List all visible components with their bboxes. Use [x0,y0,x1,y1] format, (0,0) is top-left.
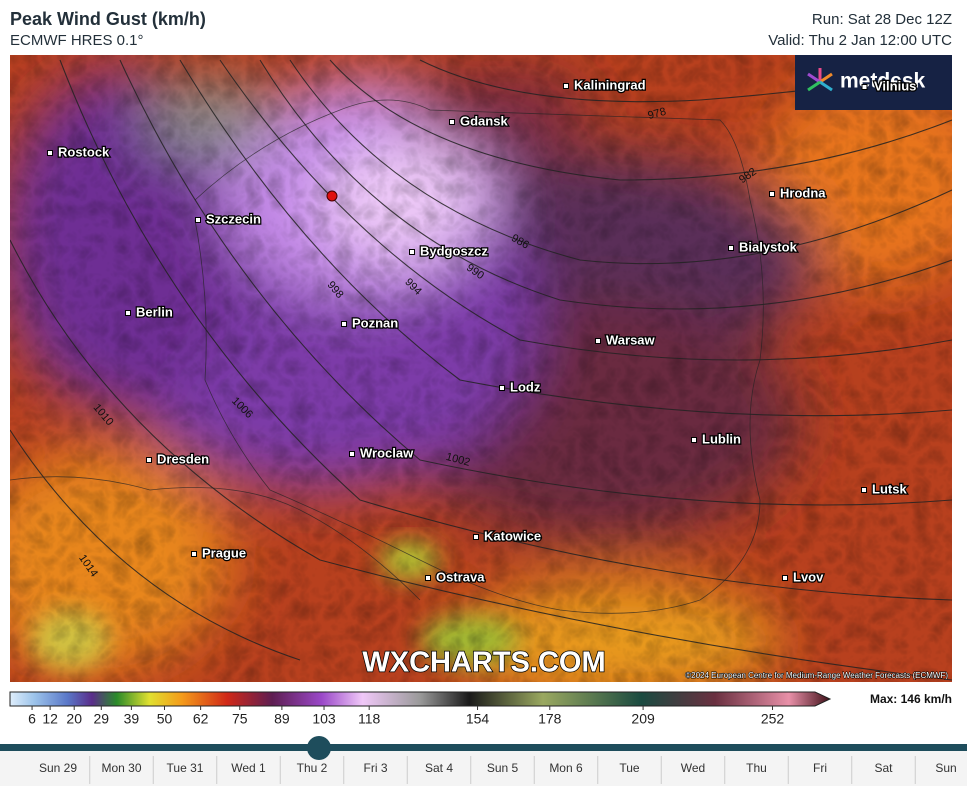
day-label[interactable]: Sat 4 [425,761,453,775]
day-label[interactable]: Mon 6 [549,761,583,775]
city-label: Bialystok [739,239,798,254]
timeline-track [0,744,967,751]
isobar-label: 978 [647,106,668,122]
run-time: Run: Sat 28 Dec 12Z [812,11,952,28]
city-label: Hrodna [780,185,826,200]
max-value: Max: 146 km/h [870,692,952,706]
city-marker [563,83,569,89]
watermark: WXCHARTS.COM [362,647,605,679]
city-label: Lublin [702,431,741,446]
day-label[interactable]: Sun 29 [39,761,77,775]
timeline-days: Sun 29 Mon 30 Tue 31 Wed 1 Thu 2 Fri 3 Sat 4 Su… [39,756,957,784]
legend-tick-label: 103 [312,711,336,727]
city-label: Lutsk [872,481,907,496]
legend-tick-label: 154 [466,711,490,727]
day-label[interactable]: Sun 5 [487,761,519,775]
valid-time: Valid: Thu 2 Jan 12:00 UTC [768,32,952,49]
city-marker [125,310,131,316]
subtitle: ECMWF HRES 0.1° [10,32,144,49]
legend-tick-label: 20 [66,711,82,727]
city-marker [691,437,697,443]
day-label[interactable]: Sat [874,761,893,775]
day-label[interactable]: Fri 3 [364,761,388,775]
city-marker [191,551,197,557]
city-label: Gdansk [460,113,508,128]
colorbar [9,691,832,707]
logo: metdesk [840,70,926,93]
legend-tick-label: 89 [274,711,290,727]
city-label: Poznan [352,315,398,330]
city-marker [409,249,415,255]
day-label[interactable]: Wed [681,761,705,775]
city-label: Warsaw [606,332,656,347]
day-label[interactable]: Mon 30 [101,761,141,775]
legend-tick-label: 50 [157,711,173,727]
city-marker [341,321,347,327]
city-label: Lvov [793,569,824,584]
legend-tick-label: 6 [28,711,36,727]
borders [10,99,764,614]
city-marker [499,385,505,391]
location-marker [326,190,338,202]
city-label: Wroclaw [360,445,414,460]
city-marker [195,217,201,223]
day-label[interactable]: Sun [935,761,956,775]
legend-tick-label: 209 [631,711,655,727]
city-marker [769,191,775,197]
day-label[interactable]: Thu [746,761,767,775]
city-label: Ostrava [436,569,485,584]
legend-tick-label: 178 [538,711,562,727]
city-label: Prague [202,545,246,560]
city-marker [728,245,734,251]
day-label[interactable]: Tue [619,761,640,775]
legend-tick-label: 252 [761,711,785,727]
day-label[interactable]: Thu 2 [297,761,328,775]
city-marker [146,457,152,463]
legend-tick-label: 62 [193,711,209,727]
legend-tick-label: 39 [124,711,140,727]
day-label[interactable]: Wed 1 [231,761,266,775]
timeline-bar [0,751,967,786]
legend-ticks: 6 12 20 29 39 50 62 75 89 103 118 154 178 209 252 [28,706,784,727]
city-label: Bydgoszcz [420,243,488,258]
city-label: Dresden [157,451,209,466]
legend-tick-label: 118 [358,711,381,727]
city-label: Kaliningrad [574,77,646,92]
city-label: Rostock [58,144,110,159]
day-label[interactable]: Fri [813,761,827,775]
city-marker [861,84,868,90]
title: Peak Wind Gust (km/h) [10,9,206,29]
city-label: Lodz [510,379,541,394]
city-marker [782,575,788,581]
timeline-knob[interactable] [307,736,331,760]
legend-tick-label: 29 [94,711,110,727]
city-marker [425,575,431,581]
city-marker [449,119,455,125]
city-label: Vilnius [874,78,916,93]
legend-tick-label: 12 [42,711,58,727]
city-label: Katowice [484,528,541,543]
city-labels: Kaliningrad Gdansk Rostock Hrodna Szczecin By… [47,76,909,586]
city-marker [349,451,355,457]
map [10,55,952,682]
isobars [10,59,952,681]
texture [10,55,952,682]
city-marker [47,150,53,156]
city-label: Szczecin [206,211,261,226]
legend-tick-label: 75 [232,711,248,727]
day-label[interactable]: Tue 31 [167,761,204,775]
logo-icon [807,68,833,92]
city-marker [595,338,601,344]
city-marker [473,534,479,540]
copyright: ©2024 European Centre for Medium-Range W… [685,671,948,680]
city-marker [861,487,867,493]
city-label: Berlin [136,304,173,319]
